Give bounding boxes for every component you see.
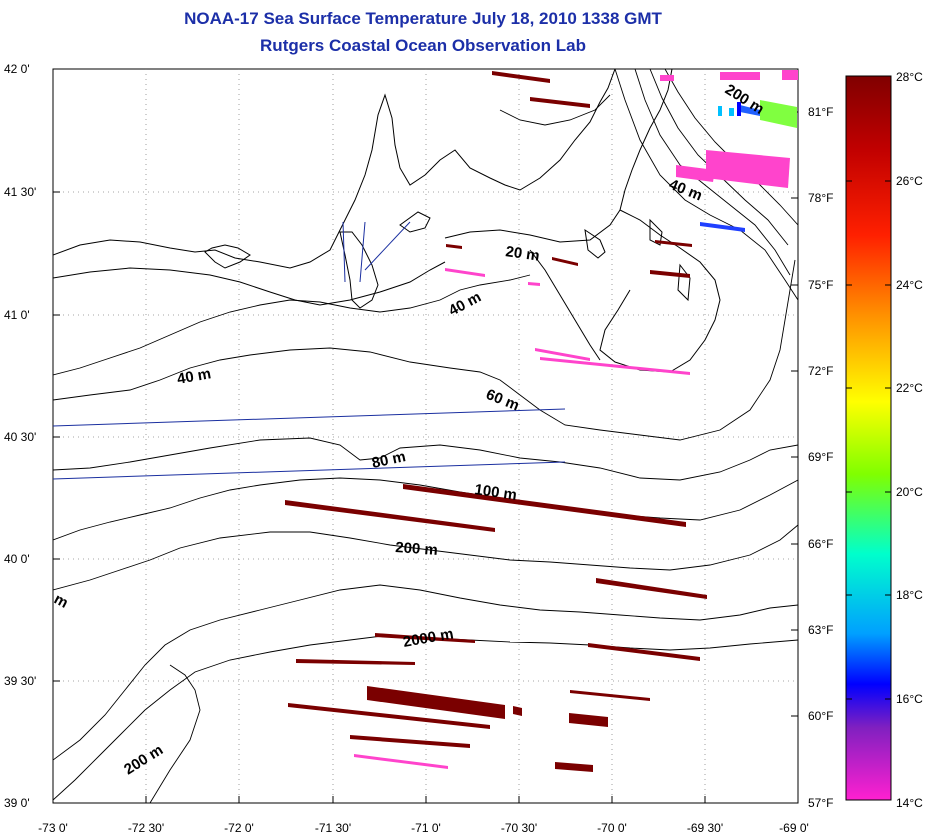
lon-label: -71 0' bbox=[411, 821, 441, 835]
lat-label: 41 0' bbox=[4, 308, 30, 322]
sst-cool-pixels bbox=[354, 70, 798, 769]
celsius-label: 14°C bbox=[896, 796, 923, 810]
fahrenheit-label: 69°F bbox=[808, 450, 833, 464]
lat-label: 40 30' bbox=[4, 430, 36, 444]
celsius-label: 24°C bbox=[896, 278, 923, 292]
contour-label: 200 m bbox=[395, 539, 439, 559]
lon-label: -73 0' bbox=[38, 821, 68, 835]
fahrenheit-label: 75°F bbox=[808, 278, 833, 292]
fahrenheit-label: 66°F bbox=[808, 537, 833, 551]
celsius-label: 18°C bbox=[896, 588, 923, 602]
lat-label: 39 30' bbox=[4, 674, 36, 688]
fahrenheit-label: 60°F bbox=[808, 709, 833, 723]
map-subtitle: Rutgers Coastal Ocean Observation Lab bbox=[260, 36, 586, 55]
colorbar-ticks bbox=[846, 180, 891, 700]
fahrenheit-label: 57°F bbox=[808, 796, 833, 810]
tick-marks bbox=[53, 68, 798, 803]
lon-label: -69 30' bbox=[687, 821, 723, 835]
contour-label: 80 m bbox=[370, 448, 407, 472]
contour-label: 40 m bbox=[176, 365, 213, 388]
fahrenheit-label: 81°F bbox=[808, 105, 833, 119]
contour-label: 100 m bbox=[473, 481, 517, 504]
bathymetry-contours bbox=[53, 69, 798, 803]
lon-label: -70 0' bbox=[597, 821, 627, 835]
fahrenheit-label: 72°F bbox=[808, 364, 833, 378]
lat-label: 41 30' bbox=[4, 185, 36, 199]
lat-label: 42 0' bbox=[4, 62, 30, 76]
lat-label: 39 0' bbox=[4, 796, 30, 810]
celsius-label: 16°C bbox=[896, 692, 923, 706]
map-title: NOAA-17 Sea Surface Temperature July 18,… bbox=[184, 9, 662, 28]
coastline bbox=[53, 69, 721, 373]
contour-label: 20 m bbox=[504, 243, 540, 265]
map-frame bbox=[52, 68, 799, 804]
lon-label: -71 30' bbox=[315, 821, 351, 835]
sst-warm-pixels bbox=[285, 71, 707, 772]
celsius-label: 20°C bbox=[896, 485, 923, 499]
fahrenheit-label: 78°F bbox=[808, 191, 833, 205]
lon-label: -69 0' bbox=[779, 821, 809, 835]
lon-label: -72 30' bbox=[128, 821, 164, 835]
lon-label: -72 0' bbox=[224, 821, 254, 835]
colorbar bbox=[845, 75, 892, 801]
celsius-label: 28°C bbox=[896, 70, 923, 84]
fahrenheit-label: 63°F bbox=[808, 623, 833, 637]
graticule bbox=[53, 69, 798, 803]
celsius-label: 22°C bbox=[896, 381, 923, 395]
lat-label: 40 0' bbox=[4, 552, 30, 566]
celsius-label: 26°C bbox=[896, 174, 923, 188]
satellite-tracks bbox=[53, 221, 566, 480]
lon-label: -70 30' bbox=[501, 821, 537, 835]
